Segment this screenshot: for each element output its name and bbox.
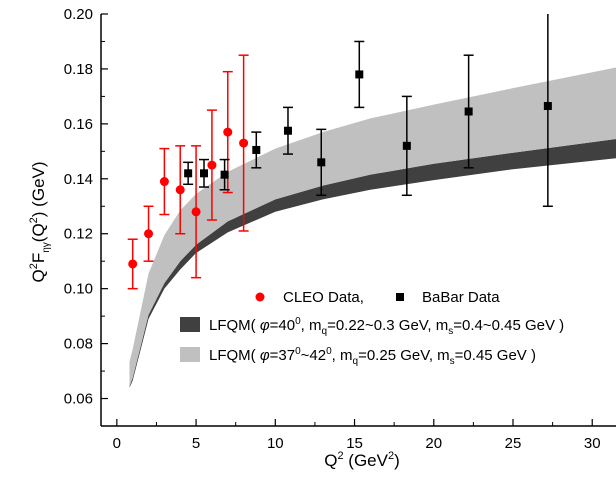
band-light xyxy=(129,67,616,387)
babar-point xyxy=(464,107,473,116)
babar-point xyxy=(543,102,552,111)
babar-point xyxy=(200,169,208,178)
legend-cleo-marker xyxy=(255,292,265,302)
y-title-part: F xyxy=(29,253,48,263)
babar-point xyxy=(317,158,326,167)
legend-band-label: LFQM( φ=370~420, mq=0.25 GeV, ms=0.45 Ge… xyxy=(209,346,536,367)
y-title-sub: ηγ xyxy=(41,242,52,253)
legend-label-part: ~42 xyxy=(301,347,326,364)
y-tick-label: 0.18 xyxy=(64,61,93,78)
legend-label-part: s xyxy=(450,356,455,367)
data-markers xyxy=(128,70,552,269)
y-tick-label: 0.12 xyxy=(64,226,93,243)
legend-label-part: =37 xyxy=(270,347,295,364)
y-title-sup: 2 xyxy=(28,217,40,223)
legend-babar-label: BaBar Data xyxy=(422,289,500,306)
cleo-point xyxy=(191,207,201,217)
babar-point xyxy=(283,126,292,135)
legend-label-part: =40 xyxy=(270,317,295,334)
x-title-part: (GeV xyxy=(344,451,389,470)
y-title-part: Q xyxy=(29,269,48,282)
x-tick-label: 30 xyxy=(584,435,601,452)
x-tick-label: 15 xyxy=(346,435,363,452)
x-title-sup: 2 xyxy=(388,450,394,462)
legend-label-part: q xyxy=(322,326,328,337)
legend-label-part: φ xyxy=(260,317,270,334)
tick-labels: 0 5 10 15 20 25 30 0.06 0.08 0.10 0.12 0.14 0.16 0.18… xyxy=(64,6,601,452)
axis-titles: Q2 (GeV2)Q2Fηγ(Q2) (GeV) xyxy=(28,161,400,470)
legend-label-part: =0.22~0.3 GeV, m xyxy=(327,317,448,334)
legend-label-part: s xyxy=(448,326,453,337)
babar-point xyxy=(220,170,229,179)
legend-band-swatch xyxy=(180,317,200,332)
cleo-point xyxy=(175,185,185,195)
x-tick-label: 10 xyxy=(267,435,284,452)
legend-label-part: LFQM( xyxy=(209,347,260,364)
axes xyxy=(100,13,616,427)
y-title-part: ) (GeV) xyxy=(29,161,48,217)
x-title-sup: 2 xyxy=(337,450,343,462)
legend-band-swatch xyxy=(180,347,200,362)
babar-point xyxy=(252,145,261,154)
y-tick-label: 0.06 xyxy=(64,391,93,408)
x-tick-label: 25 xyxy=(505,435,522,452)
x-title-part: ) xyxy=(394,451,400,470)
legend-label-part: =0.4~0.45 GeV ) xyxy=(453,317,564,334)
legend-band-label: LFQM( φ=400, mq=0.22~0.3 GeV, ms=0.4~0.4… xyxy=(209,316,564,337)
y-axis-title: Q2Fηγ(Q2) (GeV) xyxy=(28,161,52,282)
y-title-sup: 2 xyxy=(28,263,40,269)
cleo-point xyxy=(144,229,154,239)
legend-label-part: φ xyxy=(260,347,270,364)
legend-babar-marker xyxy=(396,293,404,301)
cleo-point xyxy=(207,160,217,170)
legend-label-part: q xyxy=(353,356,359,367)
cleo-point xyxy=(223,127,233,137)
x-title-part: Q xyxy=(324,451,337,470)
y-tick-label: 0.10 xyxy=(64,281,93,298)
legend-label-part: , m xyxy=(301,317,322,334)
x-tick-label: 0 xyxy=(113,435,121,452)
y-title-part: (Q xyxy=(29,223,48,242)
x-axis-title: Q2 (GeV2) xyxy=(324,450,400,470)
cleo-point xyxy=(159,177,169,187)
y-tick-label: 0.14 xyxy=(64,171,93,188)
babar-point xyxy=(184,169,193,178)
legend-label-part: , m xyxy=(332,347,353,364)
cleo-point xyxy=(239,138,249,148)
y-tick-label: 0.20 xyxy=(64,6,93,23)
x-tick-label: 5 xyxy=(192,435,200,452)
babar-point xyxy=(402,141,411,150)
y-tick-label: 0.08 xyxy=(64,336,93,353)
legend-label-part: =0.25 GeV, m xyxy=(358,347,450,364)
babar-point xyxy=(355,70,364,79)
legend-label-part: 0 xyxy=(295,346,301,357)
legend-cleo-label: CLEO Data, xyxy=(283,289,364,306)
legend-label-part: =0.45 GeV ) xyxy=(455,347,536,364)
legend-label-part: LFQM( xyxy=(209,317,260,334)
legend-label-part: 0 xyxy=(326,346,332,357)
cleo-point xyxy=(128,259,138,269)
legend-label-part: 0 xyxy=(295,316,301,327)
model-bands xyxy=(129,67,616,388)
x-tick-label: 20 xyxy=(425,435,442,452)
band-dark xyxy=(129,138,616,388)
y-tick-label: 0.16 xyxy=(64,116,93,133)
